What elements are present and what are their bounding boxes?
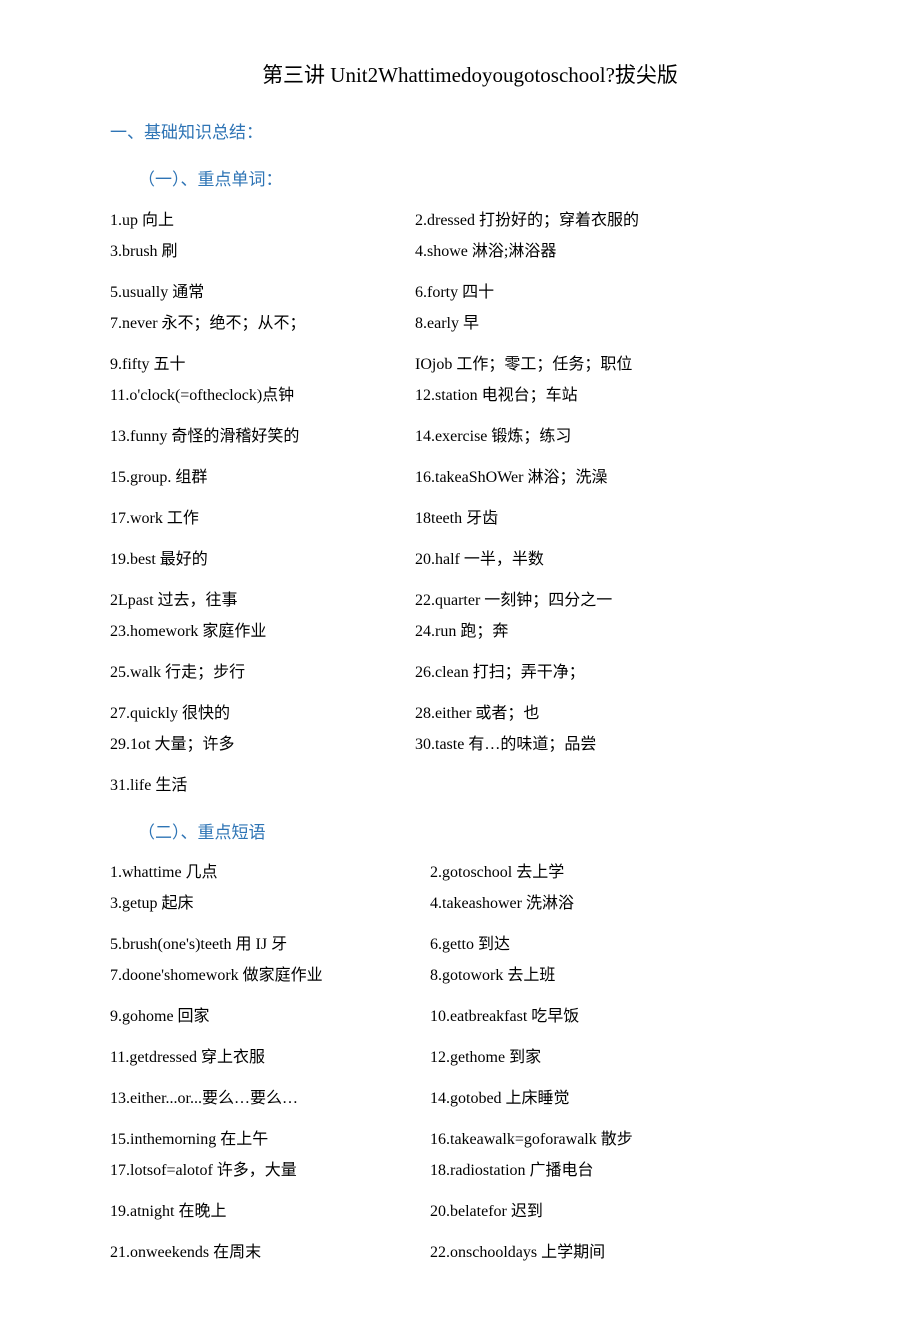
phrase-row: 21.onweekends 在周末 22.onschooldays 上学期间 — [110, 1241, 830, 1265]
vocab-item: 17.work 工作 — [110, 507, 415, 531]
vocab-item: 8.early 早 — [415, 312, 830, 336]
vocab-item: 18teeth 牙齿 — [415, 507, 830, 531]
phrase-row: 19.atnight 在晚上 20.belatefor 迟到 — [110, 1200, 830, 1224]
vocab-item: 22.quarter 一刻钟；四分之一 — [415, 589, 830, 613]
vocab-row: 27.quickly 很快的 28.either 或者；也 — [110, 702, 830, 726]
vocab-item: 30.taste 有…的味道；品尝 — [415, 733, 830, 757]
vocab-row: 23.homework 家庭作业 24.run 跑；奔 — [110, 620, 830, 644]
phrase-item: 19.atnight 在晚上 — [110, 1200, 430, 1224]
vocab-item: 13.funny 奇怪的滑稽好笑的 — [110, 425, 415, 449]
vocab-item: 2.dressed 打扮好的；穿着衣服的 — [415, 209, 830, 233]
vocab-item: 3.brush 刷 — [110, 240, 415, 264]
vocab-item: 27.quickly 很快的 — [110, 702, 415, 726]
phrase-item: 11.getdressed 穿上衣服 — [110, 1046, 430, 1070]
vocab-item: 26.clean 打扫；弄干净； — [415, 661, 830, 685]
phrase-item: 7.doone'shomework 做家庭作业 — [110, 964, 430, 988]
phrase-item: 22.onschooldays 上学期间 — [430, 1241, 830, 1265]
vocab-row: 5.usually 通常 6.forty 四十 — [110, 281, 830, 305]
phrase-item: 16.takeawalk=goforawalk 散步 — [430, 1128, 830, 1152]
vocab-row: 25.walk 行走；步行 26.clean 打扫；弄干净； — [110, 661, 830, 685]
vocab-item: 2Lpast 过去，往事 — [110, 589, 415, 613]
phrase-item: 10.eatbreakfast 吃早饭 — [430, 1005, 830, 1029]
phrase-row: 17.lotsof=alotof 许多，大量 18.radiostation 广… — [110, 1159, 830, 1183]
page-title: 第三讲 Unit2Whattimedoyougotoschool?拔尖版 — [110, 60, 830, 92]
vocab-row: 3.brush 刷 4.showe 淋浴;淋浴器 — [110, 240, 830, 264]
phrase-row: 3.getup 起床 4.takeashower 洗淋浴 — [110, 892, 830, 916]
vocab-item: 1.up 向上 — [110, 209, 415, 233]
vocab-item: 11.o'clock(=oftheclock)点钟 — [110, 384, 415, 408]
vocab-item: 14.exercise 锻炼；练习 — [415, 425, 830, 449]
phrase-item: 12.gethome 到家 — [430, 1046, 830, 1070]
phrase-item: 20.belatefor 迟到 — [430, 1200, 830, 1224]
section-heading-1: 一、基础知识总结： — [110, 120, 830, 146]
vocab-row: 13.funny 奇怪的滑稽好笑的 14.exercise 锻炼；练习 — [110, 425, 830, 449]
phrase-row: 11.getdressed 穿上衣服 12.gethome 到家 — [110, 1046, 830, 1070]
vocab-row: 11.o'clock(=oftheclock)点钟 12.station 电视台… — [110, 384, 830, 408]
vocab-item: 29.1ot 大量；许多 — [110, 733, 415, 757]
phrase-item: 1.whattime 几点 — [110, 861, 430, 885]
phrase-row: 15.inthemorning 在上午 16.takeawalk=goforaw… — [110, 1128, 830, 1152]
phrase-row: 5.brush(one's)teeth 用 IJ 牙 6.getto 到达 — [110, 933, 830, 957]
vocab-row: 1.up 向上 2.dressed 打扮好的；穿着衣服的 — [110, 209, 830, 233]
vocab-item: 31.life 生活 — [110, 774, 830, 798]
phrase-row: 13.either...or...要么…要么… 14.gotobed 上床睡觉 — [110, 1087, 830, 1111]
vocab-row: 7.never 永不；绝不；从不； 8.early 早 — [110, 312, 830, 336]
vocab-item: 25.walk 行走；步行 — [110, 661, 415, 685]
phrase-item: 5.brush(one's)teeth 用 IJ 牙 — [110, 933, 430, 957]
phrase-item: 2.gotoschool 去上学 — [430, 861, 830, 885]
phrase-item: 14.gotobed 上床睡觉 — [430, 1087, 830, 1111]
vocab-row: 9.fifty 五十 IOjob 工作；零工；任务；职位 — [110, 353, 830, 377]
vocab-item: 24.run 跑；奔 — [415, 620, 830, 644]
vocab-item: 7.never 永不；绝不；从不； — [110, 312, 415, 336]
vocab-row: 17.work 工作 18teeth 牙齿 — [110, 507, 830, 531]
phrase-item: 9.gohome 回家 — [110, 1005, 430, 1029]
phrase-item: 13.either...or...要么…要么… — [110, 1087, 430, 1111]
subsection-heading-2: （二）、重点短语 — [138, 820, 830, 846]
vocab-row: 15.group. 组群 16.takeaShOWer 淋浴；洗澡 — [110, 466, 830, 490]
phrase-item: 18.radiostation 广播电台 — [430, 1159, 830, 1183]
vocab-item: 6.forty 四十 — [415, 281, 830, 305]
vocab-row: 19.best 最好的 20.half 一半，半数 — [110, 548, 830, 572]
phrase-item: 6.getto 到达 — [430, 933, 830, 957]
phrase-row: 1.whattime 几点 2.gotoschool 去上学 — [110, 861, 830, 885]
subsection-heading-1: （一）、重点单词： — [138, 167, 830, 193]
vocab-item: 16.takeaShOWer 淋浴；洗澡 — [415, 466, 830, 490]
document-page: 第三讲 Unit2Whattimedoyougotoschool?拔尖版 一、基… — [0, 0, 920, 1332]
vocab-item: 20.half 一半，半数 — [415, 548, 830, 572]
vocab-item: 19.best 最好的 — [110, 548, 415, 572]
phrase-item: 3.getup 起床 — [110, 892, 430, 916]
vocab-item: IOjob 工作；零工；任务；职位 — [415, 353, 830, 377]
phrase-item: 15.inthemorning 在上午 — [110, 1128, 430, 1152]
vocab-item: 28.either 或者；也 — [415, 702, 830, 726]
vocab-row: 29.1ot 大量；许多 30.taste 有…的味道；品尝 — [110, 733, 830, 757]
vocab-item: 23.homework 家庭作业 — [110, 620, 415, 644]
vocab-item: 5.usually 通常 — [110, 281, 415, 305]
phrase-row: 7.doone'shomework 做家庭作业 8.gotowork 去上班 — [110, 964, 830, 988]
vocab-item: 4.showe 淋浴;淋浴器 — [415, 240, 830, 264]
phrase-item: 4.takeashower 洗淋浴 — [430, 892, 830, 916]
vocab-row: 2Lpast 过去，往事 22.quarter 一刻钟；四分之一 — [110, 589, 830, 613]
phrase-row: 9.gohome 回家 10.eatbreakfast 吃早饭 — [110, 1005, 830, 1029]
vocab-item: 15.group. 组群 — [110, 466, 415, 490]
vocab-item: 12.station 电视台；车站 — [415, 384, 830, 408]
phrase-item: 21.onweekends 在周末 — [110, 1241, 430, 1265]
phrase-item: 17.lotsof=alotof 许多，大量 — [110, 1159, 430, 1183]
phrase-item: 8.gotowork 去上班 — [430, 964, 830, 988]
vocab-item: 9.fifty 五十 — [110, 353, 415, 377]
